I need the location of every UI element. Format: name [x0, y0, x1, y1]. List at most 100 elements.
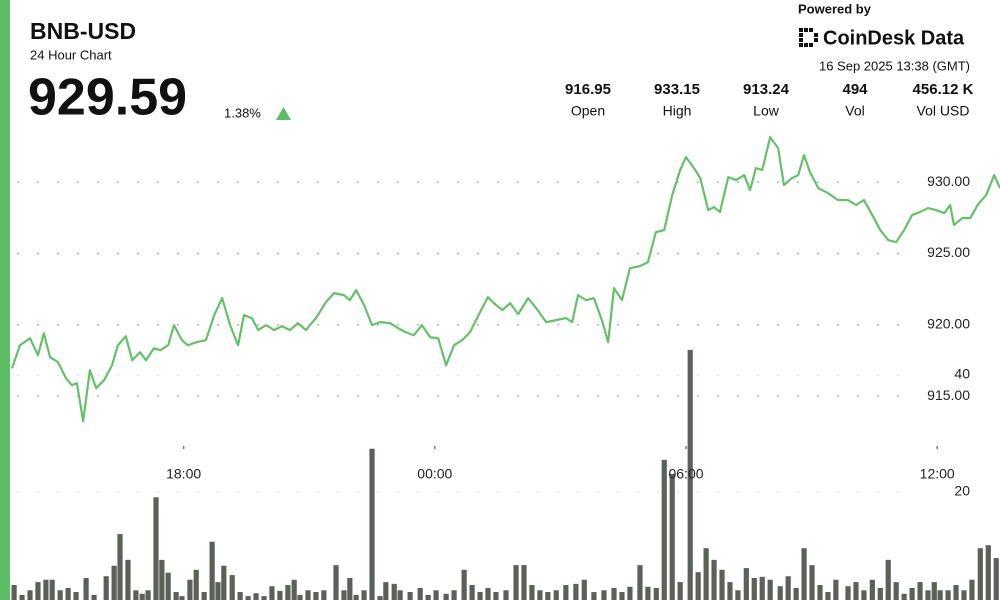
volume-bar: [877, 587, 883, 600]
volume-bar: [291, 579, 297, 600]
volume-bar: [117, 534, 123, 600]
area-layer: [12, 137, 1000, 600]
volume-tick-label: 20: [954, 483, 970, 499]
grid-layer: [17, 181, 938, 493]
volume-bar: [801, 548, 807, 600]
volume-bar: [153, 497, 159, 600]
volume-bar: [19, 594, 25, 600]
volume-bar: [869, 579, 875, 600]
volume-bar: [809, 565, 815, 600]
price-area: [12, 137, 1000, 600]
volume-bar: [111, 565, 117, 600]
volume-bar: [735, 590, 741, 600]
volume-bar: [407, 592, 413, 600]
volume-bar: [91, 594, 97, 600]
volume-bar: [425, 594, 431, 600]
volume-bar: [909, 587, 915, 600]
volume-bar: [313, 592, 319, 600]
volume-bar: [503, 590, 509, 600]
volume-bar: [611, 587, 617, 600]
volume-bar: [57, 590, 63, 600]
volume-bar: [377, 596, 383, 600]
volume-bar: [727, 582, 733, 600]
volume-bar: [767, 579, 773, 600]
volume-bar: [193, 569, 199, 600]
volume-bar: [353, 594, 359, 600]
volume-bar: [49, 579, 55, 600]
volume-bar: [573, 583, 579, 600]
volume-bar: [785, 576, 791, 600]
volume-bar: [451, 590, 457, 600]
volume-bar: [901, 593, 907, 600]
volume-bar: [545, 592, 551, 600]
brand-logo: [799, 28, 818, 47]
volume-bar: [817, 585, 823, 600]
stat-label: High: [663, 103, 692, 119]
stat-label: Vol USD: [917, 103, 970, 119]
volume-bar: [563, 585, 569, 600]
volume-bar: [165, 572, 171, 600]
stat-label: Vol: [845, 103, 864, 119]
volume-bar: [237, 592, 243, 600]
volume-bar: [179, 596, 185, 600]
volume-bar: [669, 473, 675, 600]
timestamp: 16 Sep 2025 13:38 (GMT): [819, 58, 970, 73]
volume-bar: [521, 565, 527, 600]
volume-bar: [703, 548, 709, 600]
volume-bar: [581, 579, 587, 600]
volume-bar: [953, 585, 959, 600]
volume-bar: [645, 586, 651, 600]
volume-bar: [159, 559, 165, 600]
volume-bar: [513, 565, 519, 600]
volume-bar: [853, 582, 859, 600]
volume-bar: [383, 582, 389, 600]
volume-bar: [187, 579, 193, 600]
y-tick-label: 920.00: [927, 316, 970, 332]
stat-value: 456.12 K: [913, 81, 974, 98]
volume-tick-label: 40: [954, 366, 970, 382]
volume-bar: [173, 592, 179, 600]
volume-bar: [687, 349, 693, 600]
volume-bar: [245, 596, 251, 600]
stat-label: Open: [571, 103, 605, 119]
volume-bar: [777, 586, 783, 600]
volume-bar: [677, 582, 683, 600]
volume-bar: [917, 582, 923, 600]
volume-bar: [845, 586, 851, 600]
volume-bar: [11, 585, 17, 600]
volume-bar: [493, 592, 499, 600]
stat-value: 916.95: [565, 81, 611, 98]
volume-bar: [201, 592, 207, 600]
volume-bar: [215, 582, 221, 600]
volume-bar: [743, 568, 749, 600]
volume-bar: [369, 448, 375, 600]
volume-bar: [477, 592, 483, 600]
volume-bar: [277, 590, 283, 600]
volume-bar: [961, 590, 967, 600]
volume-bar: [529, 585, 535, 600]
volume-bar: [601, 590, 607, 600]
volume-bar: [925, 590, 931, 600]
accent-bar: [0, 0, 10, 600]
volume-bar: [145, 590, 151, 600]
brand-name: CoinDesk Data: [823, 27, 965, 49]
volume-bar: [341, 590, 347, 600]
volume-bar: [969, 579, 975, 600]
volume-bar: [469, 585, 475, 600]
volume-bar: [297, 594, 303, 600]
volume-bar: [861, 590, 867, 600]
label-layer: 915.00 920.00 925.00 930.00 18:00 00:00 06:00 1…: [166, 173, 970, 499]
volume-bar: [125, 559, 131, 600]
volume-bar: [537, 590, 543, 600]
stats: 916.95 Open 933.15 High 913.24 Low 494 Vol 456.1…: [565, 81, 974, 119]
volume-bar: [397, 590, 403, 600]
stat-label: Low: [753, 103, 780, 119]
volume-bar: [591, 592, 597, 600]
volume-bar: [433, 590, 439, 600]
x-tick-label: 18:00: [166, 466, 201, 482]
volume-bar: [65, 587, 71, 600]
volume-bar: [43, 579, 49, 600]
volume-bar: [937, 590, 943, 600]
volume-bar: [893, 582, 899, 600]
volume-bar: [719, 569, 725, 600]
